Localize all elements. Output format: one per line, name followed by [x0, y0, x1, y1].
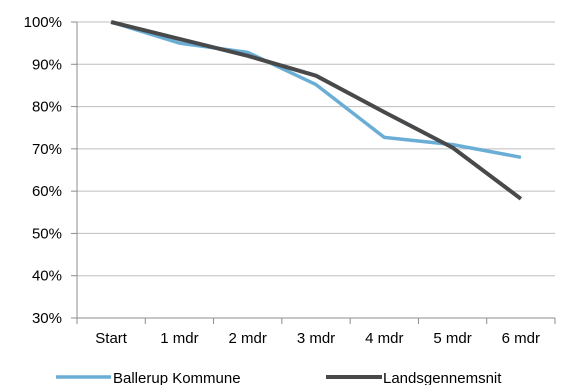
legend: Ballerup Kommune Landsgennemsnit	[56, 370, 502, 385]
legend-label: Landsgennemsnit	[383, 370, 502, 385]
x-tick-label: Start	[95, 330, 128, 347]
x-tick-label: 1 mdr	[160, 330, 198, 347]
x-tick-label: 5 mdr	[433, 330, 471, 347]
y-tick-label: 70%	[32, 141, 62, 158]
y-axis-tick-labels: 30% 40% 50% 60% 70% 80% 90% 100%	[24, 14, 62, 327]
y-tick-label: 30%	[32, 310, 62, 327]
y-tick-label: 50%	[32, 225, 62, 242]
x-tick-label: 6 mdr	[502, 330, 540, 347]
y-tick-label: 90%	[32, 56, 62, 73]
series-line-landsgennemsnit	[110, 20, 523, 201]
series-line-ballerup	[110, 20, 522, 160]
y-tick-label: 40%	[32, 268, 62, 285]
y-tick-label: 60%	[32, 183, 62, 200]
legend-label: Ballerup Kommune	[113, 370, 241, 385]
y-tick-label: 80%	[32, 99, 62, 116]
x-tick-label: 4 mdr	[365, 330, 403, 347]
axes	[71, 21, 556, 324]
series-lines	[110, 20, 523, 201]
y-tick-label: 100%	[24, 14, 62, 31]
gridlines	[77, 21, 555, 277]
x-axis-tick-labels: Start 1 mdr 2 mdr 3 mdr 4 mdr 5 mdr 6 mdr	[95, 330, 540, 347]
x-tick-label: 3 mdr	[297, 330, 335, 347]
x-tick-label: 2 mdr	[229, 330, 267, 347]
